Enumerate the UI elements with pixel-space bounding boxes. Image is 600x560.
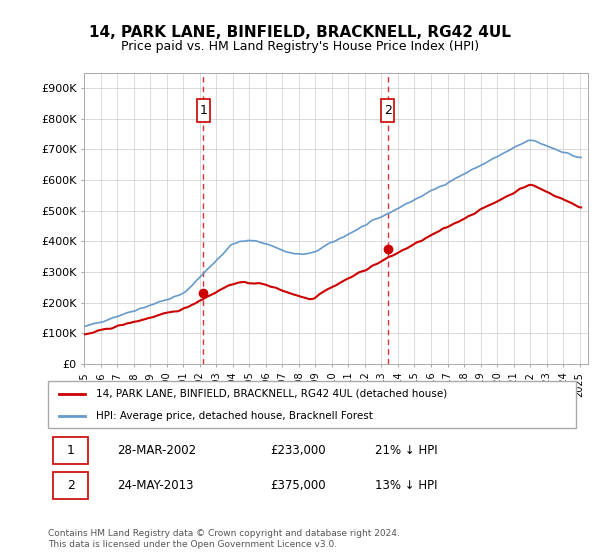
Text: 28-MAR-2002: 28-MAR-2002 bbox=[116, 444, 196, 457]
Text: 1: 1 bbox=[67, 444, 74, 457]
Text: Contains HM Land Registry data © Crown copyright and database right 2024.
This d: Contains HM Land Registry data © Crown c… bbox=[48, 529, 400, 549]
Text: 24-MAY-2013: 24-MAY-2013 bbox=[116, 479, 193, 492]
Text: 1: 1 bbox=[200, 104, 208, 117]
FancyBboxPatch shape bbox=[381, 99, 394, 122]
Text: 2: 2 bbox=[384, 104, 392, 117]
Text: £375,000: £375,000 bbox=[270, 479, 325, 492]
FancyBboxPatch shape bbox=[53, 437, 88, 464]
Text: HPI: Average price, detached house, Bracknell Forest: HPI: Average price, detached house, Brac… bbox=[95, 410, 373, 421]
Text: Price paid vs. HM Land Registry's House Price Index (HPI): Price paid vs. HM Land Registry's House … bbox=[121, 40, 479, 53]
Text: 14, PARK LANE, BINFIELD, BRACKNELL, RG42 4UL: 14, PARK LANE, BINFIELD, BRACKNELL, RG42… bbox=[89, 25, 511, 40]
Text: 13% ↓ HPI: 13% ↓ HPI bbox=[376, 479, 438, 492]
FancyBboxPatch shape bbox=[48, 381, 576, 428]
Text: 14, PARK LANE, BINFIELD, BRACKNELL, RG42 4UL (detached house): 14, PARK LANE, BINFIELD, BRACKNELL, RG42… bbox=[95, 389, 447, 399]
Text: 2: 2 bbox=[67, 479, 74, 492]
FancyBboxPatch shape bbox=[197, 99, 210, 122]
Text: 21% ↓ HPI: 21% ↓ HPI bbox=[376, 444, 438, 457]
FancyBboxPatch shape bbox=[53, 472, 88, 499]
Text: £233,000: £233,000 bbox=[270, 444, 325, 457]
